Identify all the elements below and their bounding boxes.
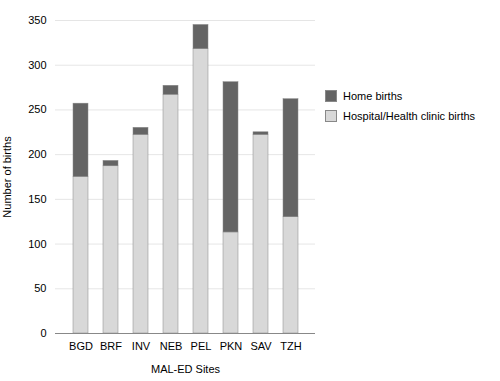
svg-text:200: 200 (28, 148, 46, 160)
svg-text:MAL-ED Sites: MAL-ED Sites (151, 363, 221, 375)
svg-text:NEB: NEB (160, 340, 183, 352)
svg-text:50: 50 (34, 282, 46, 294)
html-text:Hospital/Health clinic births: Hospital/Health clinic births (343, 110, 476, 122)
svg-text:0: 0 (40, 327, 46, 339)
svg-text:INV: INV (132, 340, 151, 352)
svg-text:150: 150 (28, 193, 46, 205)
svg-text:350: 350 (28, 14, 46, 26)
html-text:Home births: Home births (343, 90, 403, 102)
svg-text:250: 250 (28, 103, 46, 115)
svg-text:300: 300 (28, 59, 46, 71)
svg-text:Number of births: Number of births (1, 136, 13, 218)
svg-text:BGD: BGD (69, 340, 93, 352)
svg-text:100: 100 (28, 238, 46, 250)
svg-text:PEL: PEL (191, 340, 212, 352)
svg-text:PKN: PKN (220, 340, 243, 352)
svg-text:BRF: BRF (100, 340, 122, 352)
svg-text:SAV: SAV (250, 340, 272, 352)
svg-text:TZH: TZH (280, 340, 301, 352)
